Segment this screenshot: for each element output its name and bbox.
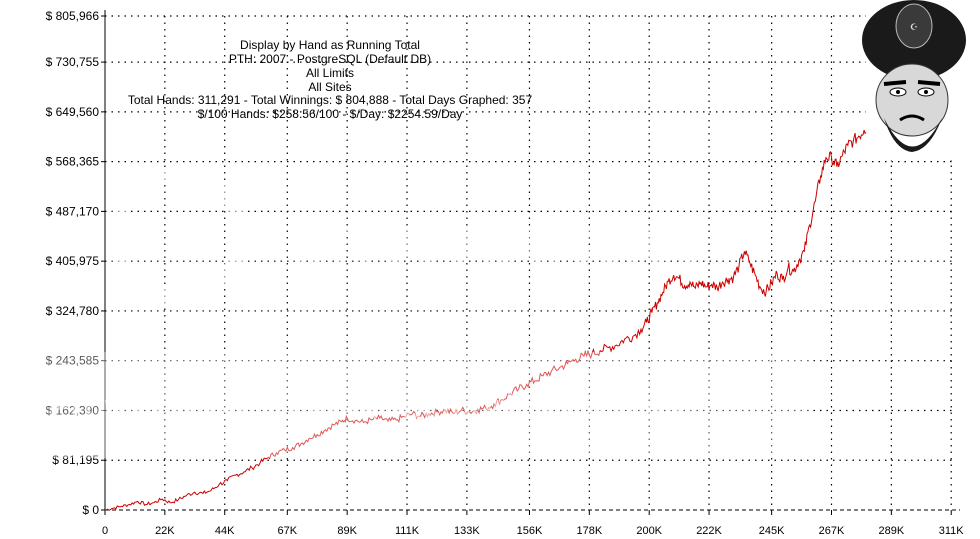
- y-tick-label: $ 649,560: [46, 105, 100, 119]
- x-tick-label: 289K: [878, 525, 904, 537]
- svg-text:☪: ☪: [910, 23, 918, 33]
- x-tick-label: 267K: [819, 525, 845, 537]
- x-tick-label: 44K: [215, 525, 235, 537]
- y-tick-label: $ 730,755: [46, 55, 100, 69]
- x-tick-label: 156K: [517, 525, 543, 537]
- x-tick-label: 0: [102, 525, 108, 537]
- annotation-line-4: All Sites: [308, 80, 351, 94]
- watermark-banner: [0, 352, 808, 458]
- y-tick-label: $ 324,780: [46, 304, 100, 318]
- x-tick-label: 133K: [454, 525, 480, 537]
- y-tick-label: $ 805,966: [46, 9, 100, 23]
- x-axis-ticks: 0 22K 44K 67K 89K 111K 133K 156K 178K 200K 222K 245…: [102, 510, 964, 537]
- x-tick-label: 311K: [939, 525, 965, 537]
- annotation-line-6: $/100 Hands: $258.56/100 - $/Day: $2254.…: [198, 107, 463, 121]
- x-tick-label: 245K: [759, 525, 785, 537]
- annotation-line-5: Total Hands: 311,291 - Total Winnings: $…: [128, 93, 533, 107]
- photobucket-watermark: photobucket Protect more of your memorie…: [0, 166, 808, 458]
- x-tick-label: 22K: [155, 525, 175, 537]
- y-tick-label: $ 568,365: [46, 155, 100, 169]
- y-tick-label: $ 487,170: [46, 204, 100, 218]
- annotation-line-1: Display by Hand as Running Total: [240, 38, 420, 52]
- photobucket-logo-icon: [108, 166, 248, 306]
- annotation-line-3: All Limits: [306, 66, 354, 80]
- x-tick-label: 200K: [636, 525, 662, 537]
- turbaned-man-caricature-icon: ☪: [862, 0, 966, 160]
- y-tick-label: $ 0: [82, 503, 99, 517]
- y-tick-label: $ 405,975: [46, 254, 100, 268]
- annotation-line-2: PTH: 2007 - PostgreSQL (Default DB): [229, 52, 431, 66]
- y-tick-label: $ 162,390: [46, 403, 100, 417]
- y-axis-ticks: $ 0 $ 81,195 $ 162,390 $ 243,585 $ 324,780 $ …: [46, 9, 105, 517]
- x-tick-label: 111K: [395, 525, 420, 537]
- axes: [104, 10, 960, 511]
- grid: [105, 15, 952, 510]
- y-tick-label: $ 81,195: [52, 453, 99, 467]
- y-tick-label: $ 243,585: [46, 354, 100, 368]
- x-tick-label: 89K: [337, 525, 357, 537]
- annotation-block: Display by Hand as Running Total PTH: 20…: [128, 38, 533, 121]
- x-tick-label: 178K: [576, 525, 602, 537]
- x-tick-label: 222K: [696, 525, 722, 537]
- watermark-brand: photobucket: [290, 201, 698, 277]
- series-line: [104, 85, 892, 511]
- watermark-banner-text: Protect more of your memories for less!: [48, 388, 694, 426]
- x-tick-label: 67K: [278, 525, 298, 537]
